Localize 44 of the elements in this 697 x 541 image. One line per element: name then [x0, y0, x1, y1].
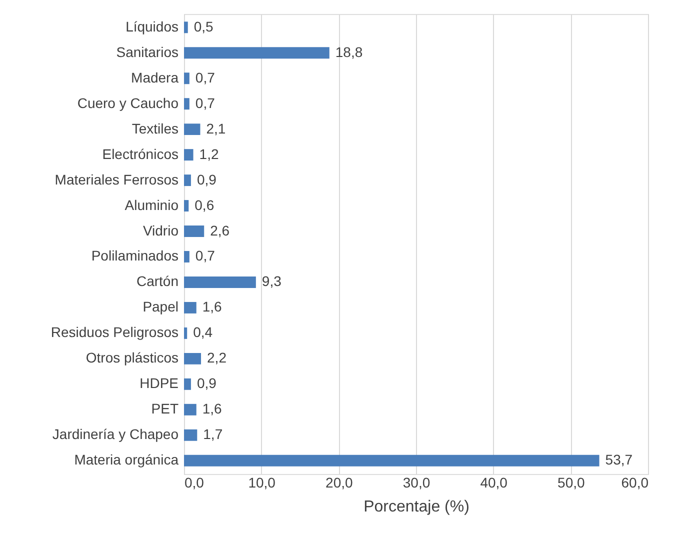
x-tick-label: 50,0: [558, 474, 586, 490]
data-label: 0,7: [195, 248, 216, 264]
data-label: 1,6: [202, 298, 222, 315]
data-label: 9,3: [262, 273, 282, 290]
y-tick-label: Residuos Peligrosos: [50, 324, 178, 340]
data-label: 0,7: [195, 69, 216, 86]
y-tick-label: HDPE: [140, 375, 178, 392]
y-tick-label: PET: [151, 400, 179, 417]
x-tick-label: 20,0: [326, 474, 354, 490]
data-label: 1,2: [199, 146, 219, 162]
y-tick-label: Sanitarios: [116, 44, 178, 60]
data-label: 0,4: [193, 324, 213, 340]
data-label: 2,2: [207, 350, 227, 366]
x-tick-label: 10,0: [248, 474, 276, 490]
data-label: 0,6: [194, 196, 214, 213]
data-label: 2,1: [206, 120, 226, 136]
y-tick-label: Otros plásticos: [86, 350, 178, 366]
y-tick-label: Textiles: [132, 120, 178, 136]
data-label: 0,7: [195, 94, 216, 111]
x-axis-title: Porcentaje (%): [364, 498, 470, 516]
x-tick-label: 30,0: [402, 474, 430, 490]
y-tick-label: Cartón: [136, 273, 178, 290]
data-label: 1,6: [202, 400, 222, 417]
data-label: 0,9: [196, 171, 217, 188]
y-tick-label: Polilaminados: [91, 248, 178, 264]
y-tick-label: Líquidos: [126, 18, 178, 34]
y-tick-label: Cuero y Caucho: [77, 94, 179, 111]
x-tick-label: 0,0: [184, 474, 204, 490]
y-tick-label: Vidrio: [142, 222, 179, 238]
y-tick-label: Aluminio: [124, 196, 179, 213]
data-label: 1,7: [203, 426, 223, 442]
data-label: 0,9: [196, 375, 217, 392]
data-label: 0,5: [194, 18, 214, 34]
y-tick-label: Materiales Ferrosos: [54, 171, 178, 188]
data-label: 2,6: [210, 222, 230, 238]
y-tick-label: Materia orgánica: [74, 452, 179, 468]
y-tick-label: Madera: [131, 69, 179, 86]
data-label: 53,7: [605, 452, 633, 468]
y-tick-label: Jardinería y Chapeo: [52, 426, 179, 442]
data-label: 18,8: [335, 44, 363, 60]
y-tick-label: Electrónicos: [102, 146, 178, 162]
x-tick-label: 60,0: [621, 474, 649, 490]
y-tick-label: Papel: [142, 298, 178, 315]
x-tick-label: 40,0: [480, 474, 508, 490]
